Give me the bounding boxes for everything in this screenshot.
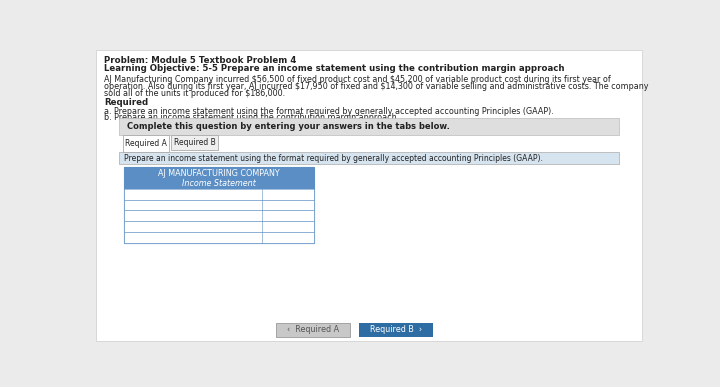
Text: Income Statement: Income Statement bbox=[182, 180, 256, 188]
Text: AJ Manufacturing Company incurred \$56,500 of fixed product cost and \$45,200 of: AJ Manufacturing Company incurred \$56,5… bbox=[104, 75, 611, 84]
Text: b. Prepare an income statement using the contribution margin approach.: b. Prepare an income statement using the… bbox=[104, 113, 399, 122]
Bar bbox=[359, 323, 433, 337]
Bar bbox=[124, 167, 314, 179]
Text: Prepare an income statement using the format required by generally accepted acco: Prepare an income statement using the fo… bbox=[124, 154, 543, 163]
Bar bbox=[276, 323, 350, 337]
Bar bbox=[124, 200, 314, 211]
Text: Required A: Required A bbox=[125, 139, 167, 148]
Bar bbox=[120, 152, 618, 164]
Text: ‹  Required A: ‹ Required A bbox=[287, 325, 339, 334]
Bar bbox=[124, 232, 314, 243]
Bar bbox=[124, 221, 314, 232]
Text: Required B  ›: Required B › bbox=[370, 325, 422, 334]
Text: Complete this question by entering your answers in the tabs below.: Complete this question by entering your … bbox=[127, 122, 450, 131]
Text: Learning Objective: 5-5 Prepare an income statement using the contribution margi: Learning Objective: 5-5 Prepare an incom… bbox=[104, 64, 564, 73]
Bar bbox=[120, 118, 618, 135]
Text: Problem: Module 5 Textbook Problem 4: Problem: Module 5 Textbook Problem 4 bbox=[104, 56, 297, 65]
Text: operation. Also during its first year, AJ incurred \$17,950 of fixed and \$14,30: operation. Also during its first year, A… bbox=[104, 82, 649, 91]
Bar bbox=[171, 135, 218, 151]
Bar bbox=[124, 189, 314, 200]
Bar bbox=[124, 179, 314, 189]
Text: Required: Required bbox=[104, 98, 148, 107]
Text: Required B: Required B bbox=[174, 138, 215, 147]
Text: AJ MANUFACTURING COMPANY: AJ MANUFACTURING COMPANY bbox=[158, 169, 280, 178]
Bar bbox=[124, 211, 314, 221]
Text: a. Prepare an income statement using the format required by generally accepted a: a. Prepare an income statement using the… bbox=[104, 106, 554, 115]
Bar bbox=[122, 135, 169, 152]
Bar bbox=[124, 167, 314, 243]
Text: sold all of the units it produced for \$186,000.: sold all of the units it produced for \$… bbox=[104, 89, 285, 98]
